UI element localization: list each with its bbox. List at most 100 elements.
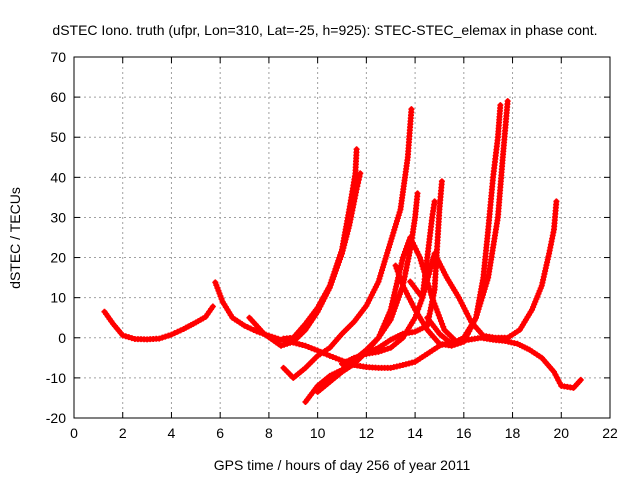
data-point	[278, 342, 285, 349]
data-point	[395, 293, 402, 300]
data-point	[302, 342, 309, 349]
y-tick-label: 40	[50, 169, 66, 185]
data-point	[326, 352, 333, 359]
y-tick-label: 20	[50, 250, 66, 266]
x-tick-label: 14	[407, 425, 423, 441]
data-point	[353, 146, 360, 153]
data-point	[396, 209, 403, 216]
data-point	[577, 376, 584, 383]
data-point	[484, 277, 491, 284]
data-point	[477, 300, 484, 307]
data-point	[429, 259, 436, 266]
tick-labels: 0 2 4 6 8 10 12 14 16 18 20 22 -20 -10 0 10 20 30 40 50 60 70	[46, 49, 618, 441]
data-point	[162, 333, 169, 340]
data-point	[474, 308, 481, 315]
data-series	[424, 98, 511, 347]
data-point	[478, 297, 485, 304]
data-point	[479, 291, 486, 298]
data-point	[311, 346, 318, 353]
data-point	[431, 198, 438, 205]
data-point	[420, 291, 427, 298]
data-point	[377, 272, 384, 279]
data-point	[416, 303, 423, 310]
y-tick-label: 60	[50, 89, 66, 105]
data-point	[476, 303, 483, 310]
y-tick-label: 30	[50, 209, 66, 225]
data-point	[425, 274, 432, 281]
data-point	[351, 354, 358, 361]
data-point	[416, 254, 423, 261]
x-tick-label: 8	[265, 425, 273, 441]
data-point	[393, 265, 400, 272]
data-point	[395, 212, 402, 219]
data-point	[385, 247, 392, 254]
data-point	[379, 264, 386, 271]
data-point	[125, 334, 132, 341]
data-point	[396, 291, 403, 298]
data-point	[388, 235, 395, 242]
data-point	[473, 314, 479, 321]
data-point	[156, 335, 163, 342]
data-point	[354, 353, 361, 360]
y-tick-label: 70	[50, 49, 66, 65]
data-point	[384, 345, 391, 352]
data-point	[380, 261, 387, 268]
x-tick-label: 12	[359, 425, 375, 441]
data-point	[417, 257, 424, 264]
data-point	[504, 98, 511, 105]
data-point	[417, 300, 424, 307]
data-point	[250, 326, 257, 333]
y-tick-label: -10	[46, 370, 66, 386]
data-point	[439, 320, 446, 327]
data-point	[479, 294, 486, 301]
data-point	[433, 306, 440, 313]
data-point	[122, 333, 129, 340]
data-point	[381, 258, 388, 265]
data-point	[482, 283, 489, 290]
x-tick-label: 2	[119, 425, 127, 441]
data-point	[440, 323, 447, 330]
data-series	[407, 198, 560, 341]
data-marks	[101, 98, 584, 405]
data-point	[299, 341, 306, 348]
data-point	[384, 249, 391, 256]
data-point	[332, 355, 339, 362]
plot-frame	[73, 56, 611, 419]
data-point	[438, 178, 445, 185]
data-point	[401, 248, 408, 255]
data-point	[400, 251, 407, 258]
data-point	[394, 296, 401, 303]
data-point	[393, 221, 400, 228]
data-point	[425, 271, 432, 278]
grid-lines	[74, 57, 610, 418]
data-point	[422, 282, 429, 289]
x-tick-label: 6	[216, 425, 224, 441]
data-point	[335, 356, 342, 363]
data-point	[382, 255, 389, 262]
chart-title: dSTEC Iono. truth (ufpr, Lon=310, Lat=-2…	[52, 22, 597, 38]
data-point	[483, 280, 490, 287]
data-point	[480, 288, 487, 295]
data-point	[168, 331, 175, 338]
data-point	[128, 335, 135, 342]
data-point	[296, 341, 303, 348]
data-series	[101, 303, 216, 343]
data-point	[385, 244, 392, 251]
data-point	[404, 243, 411, 250]
data-point	[165, 332, 172, 339]
data-point	[426, 268, 433, 275]
x-tick-label: 20	[553, 425, 569, 441]
data-point	[386, 241, 393, 248]
data-point	[427, 265, 434, 272]
x-tick-label: 18	[505, 425, 521, 441]
data-point	[314, 347, 321, 354]
data-point	[379, 267, 386, 274]
data-point	[403, 245, 410, 252]
data-point	[376, 275, 383, 282]
y-axis-label: dSTEC / TECUs	[7, 187, 23, 289]
data-series	[280, 146, 360, 342]
data-point	[174, 328, 181, 335]
data-point	[402, 361, 409, 368]
y-tick-label: -20	[46, 410, 66, 426]
data-point	[389, 232, 396, 239]
